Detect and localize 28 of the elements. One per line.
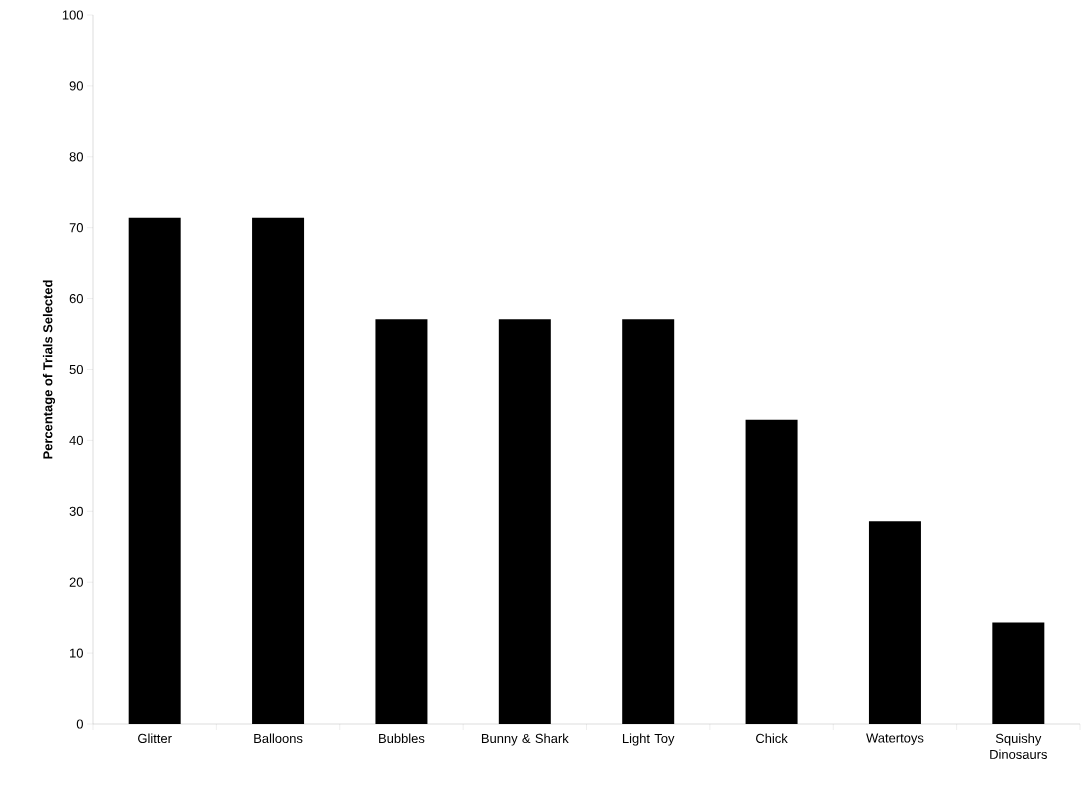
y-tick-label: 10 — [70, 648, 83, 658]
y-axis-title: Percentage of Trials Selected — [42, 280, 56, 459]
bar — [992, 622, 1045, 724]
y-tick-label: 30 — [69, 506, 83, 516]
bar — [128, 217, 181, 724]
bar — [252, 217, 305, 724]
x-tick-label: Chick — [756, 733, 788, 744]
x-tick-label: Glitter — [138, 733, 172, 744]
y-tick-label: 90 — [69, 81, 83, 91]
y-tick-label: 80 — [69, 152, 83, 162]
x-tick-label: Balloons — [254, 733, 303, 744]
x-tick-label: Bunny & Shark — [481, 733, 569, 746]
x-tick-label: Squishy Dinosaurs — [990, 733, 1047, 759]
y-tick-label: 40 — [69, 435, 83, 445]
x-tick-label: Watertoys — [866, 733, 924, 746]
y-tick-label: 0 — [76, 719, 83, 729]
bar — [498, 319, 551, 724]
y-tick-label: 70 — [69, 223, 83, 233]
y-tick-label: 50 — [69, 364, 83, 375]
y-tick-label: 20 — [69, 577, 83, 587]
bar — [375, 319, 428, 724]
x-tick-label: Light Toy — [622, 733, 675, 746]
bar — [745, 419, 798, 724]
x-tick-label: Bubbles — [379, 733, 425, 744]
y-tick-label: 60 — [69, 294, 83, 304]
bar — [622, 319, 675, 724]
bar — [868, 521, 921, 724]
y-tick-label: 100 — [62, 10, 83, 20]
